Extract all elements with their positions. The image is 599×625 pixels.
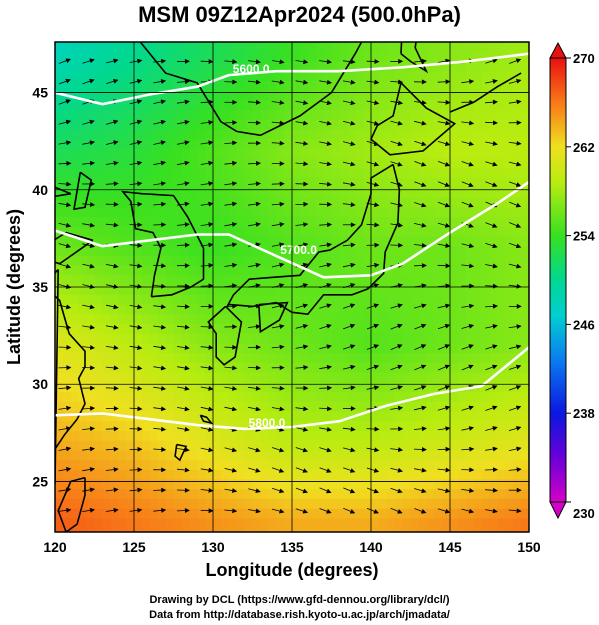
colorbar-tick-label: 238: [573, 406, 595, 421]
coastlines: [55, 42, 522, 532]
temperature-field: [55, 42, 529, 532]
colorbar-min-arrow: [549, 501, 567, 520]
y-tick-label: 35: [32, 279, 48, 295]
colorbar-tick-label: 254: [573, 229, 595, 244]
y-axis-label: Latitude (degrees): [4, 209, 24, 365]
x-tick-label: 125: [122, 539, 146, 555]
wind-streamlines: [58, 58, 522, 514]
y-tick-label: 40: [32, 182, 48, 198]
x-ticks: 120 125 130 135 140 145 150: [43, 539, 541, 555]
colorbar-tick-label: 270: [573, 51, 595, 66]
x-tick-label: 150: [517, 539, 541, 555]
colorbar-ticks: 230 238 246 254 262 270: [566, 51, 595, 521]
colorbar-max-arrow: [549, 41, 567, 59]
contour-label: 5700.0: [280, 243, 317, 257]
x-tick-label: 145: [438, 539, 462, 555]
x-tick-label: 135: [280, 539, 304, 555]
contour-label: 5800.0: [249, 416, 286, 430]
y-tick-label: 45: [32, 85, 48, 101]
x-tick-label: 130: [201, 539, 225, 555]
lat-lon-grid: [55, 42, 529, 532]
contour-line: [55, 52, 529, 106]
colorbar-scale: [549, 57, 567, 503]
y-tick-label: 30: [32, 376, 48, 392]
colorbar: 230 238 246 254 262 270: [549, 41, 595, 521]
x-tick-label: 120: [43, 539, 67, 555]
x-axis-label: Longitude (degrees): [205, 560, 378, 580]
footer-credit-data: Data from http://database.rish.kyoto-u.a…: [149, 609, 450, 621]
chart-title: MSM 09Z12Apr2024 (500.0hPa): [138, 2, 461, 27]
colorbar-tick-label: 230: [573, 506, 595, 521]
y-ticks: 25 30 35 40 45: [32, 85, 48, 490]
contour-line: [55, 180, 529, 279]
x-tick-label: 140: [359, 539, 383, 555]
y-tick-label: 25: [32, 473, 48, 489]
footer-credit-drawing: Drawing by DCL (https://www.gfd-dennou.o…: [149, 594, 450, 606]
plot-frame: [54, 41, 530, 533]
colorbar-tick-label: 246: [573, 317, 595, 332]
colorbar-tick-label: 262: [573, 140, 595, 155]
contour-label: 5600.0: [233, 62, 270, 76]
